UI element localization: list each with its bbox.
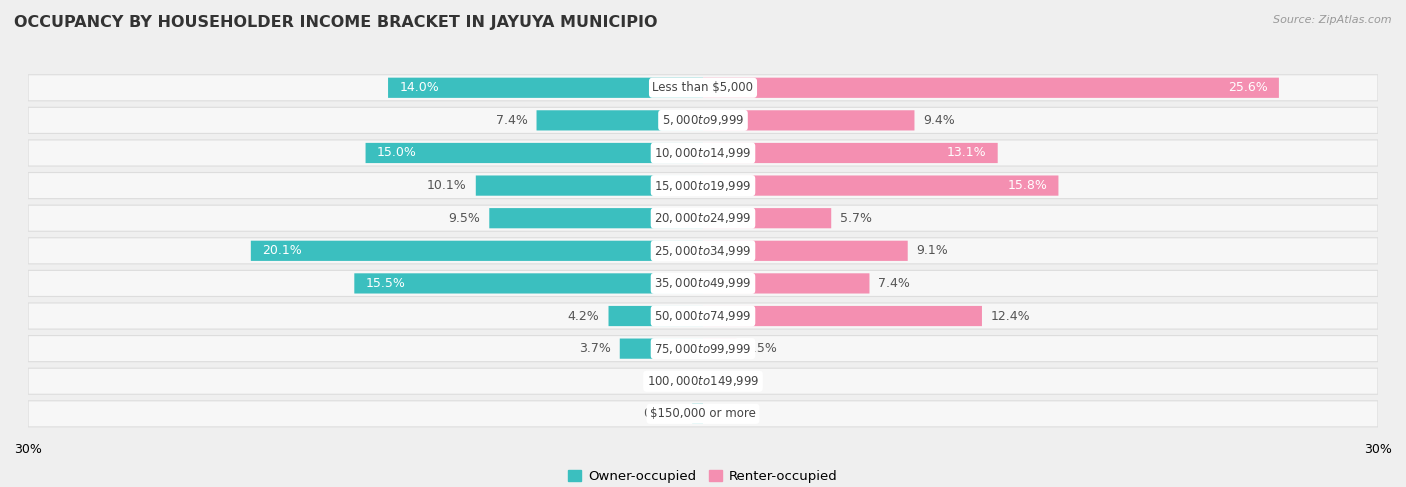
Text: 0.0%: 0.0% (711, 375, 744, 388)
FancyBboxPatch shape (692, 404, 703, 424)
FancyBboxPatch shape (354, 273, 703, 294)
FancyBboxPatch shape (703, 208, 831, 228)
Text: $100,000 to $149,999: $100,000 to $149,999 (647, 374, 759, 388)
Text: 3.7%: 3.7% (579, 342, 610, 355)
FancyBboxPatch shape (28, 303, 1378, 329)
FancyBboxPatch shape (366, 143, 703, 163)
Text: 4.2%: 4.2% (568, 310, 599, 322)
FancyBboxPatch shape (489, 208, 703, 228)
Text: Source: ZipAtlas.com: Source: ZipAtlas.com (1274, 15, 1392, 25)
FancyBboxPatch shape (609, 306, 703, 326)
Text: 5.7%: 5.7% (841, 212, 872, 225)
FancyBboxPatch shape (703, 273, 869, 294)
Text: 15.0%: 15.0% (377, 147, 416, 159)
Text: 0.0%: 0.0% (711, 407, 744, 420)
Text: 9.1%: 9.1% (917, 244, 949, 257)
Text: $20,000 to $24,999: $20,000 to $24,999 (654, 211, 752, 225)
Text: 25.6%: 25.6% (1227, 81, 1268, 94)
Text: Less than $5,000: Less than $5,000 (652, 81, 754, 94)
Text: 14.0%: 14.0% (399, 81, 439, 94)
FancyBboxPatch shape (703, 338, 737, 359)
Text: 0.48%: 0.48% (644, 407, 683, 420)
Text: 7.4%: 7.4% (496, 114, 527, 127)
Text: $15,000 to $19,999: $15,000 to $19,999 (654, 179, 752, 192)
FancyBboxPatch shape (703, 110, 914, 131)
Text: 9.4%: 9.4% (924, 114, 955, 127)
Text: 0.0%: 0.0% (662, 375, 695, 388)
FancyBboxPatch shape (703, 241, 908, 261)
FancyBboxPatch shape (537, 110, 703, 131)
FancyBboxPatch shape (28, 75, 1378, 101)
FancyBboxPatch shape (28, 368, 1378, 394)
FancyBboxPatch shape (475, 175, 703, 196)
FancyBboxPatch shape (28, 336, 1378, 362)
FancyBboxPatch shape (250, 241, 703, 261)
Legend: Owner-occupied, Renter-occupied: Owner-occupied, Renter-occupied (562, 465, 844, 487)
Text: 10.1%: 10.1% (427, 179, 467, 192)
Text: 9.5%: 9.5% (449, 212, 481, 225)
FancyBboxPatch shape (703, 143, 998, 163)
Text: $5,000 to $9,999: $5,000 to $9,999 (662, 113, 744, 128)
Text: 20.1%: 20.1% (262, 244, 302, 257)
FancyBboxPatch shape (703, 175, 1059, 196)
Text: 12.4%: 12.4% (991, 310, 1031, 322)
Text: $35,000 to $49,999: $35,000 to $49,999 (654, 277, 752, 290)
Text: 15.8%: 15.8% (1007, 179, 1047, 192)
Text: $75,000 to $99,999: $75,000 to $99,999 (654, 341, 752, 356)
Text: $150,000 or more: $150,000 or more (650, 407, 756, 420)
Text: $10,000 to $14,999: $10,000 to $14,999 (654, 146, 752, 160)
FancyBboxPatch shape (28, 401, 1378, 427)
FancyBboxPatch shape (28, 270, 1378, 297)
FancyBboxPatch shape (28, 238, 1378, 264)
Text: 13.1%: 13.1% (946, 147, 987, 159)
Text: $50,000 to $74,999: $50,000 to $74,999 (654, 309, 752, 323)
FancyBboxPatch shape (620, 338, 703, 359)
Text: 1.5%: 1.5% (745, 342, 778, 355)
FancyBboxPatch shape (703, 77, 1279, 98)
FancyBboxPatch shape (28, 205, 1378, 231)
Text: OCCUPANCY BY HOUSEHOLDER INCOME BRACKET IN JAYUYA MUNICIPIO: OCCUPANCY BY HOUSEHOLDER INCOME BRACKET … (14, 15, 658, 30)
FancyBboxPatch shape (703, 306, 981, 326)
Text: 7.4%: 7.4% (879, 277, 910, 290)
Text: 15.5%: 15.5% (366, 277, 405, 290)
FancyBboxPatch shape (28, 172, 1378, 199)
FancyBboxPatch shape (28, 107, 1378, 133)
FancyBboxPatch shape (28, 140, 1378, 166)
Text: $25,000 to $34,999: $25,000 to $34,999 (654, 244, 752, 258)
FancyBboxPatch shape (388, 77, 703, 98)
